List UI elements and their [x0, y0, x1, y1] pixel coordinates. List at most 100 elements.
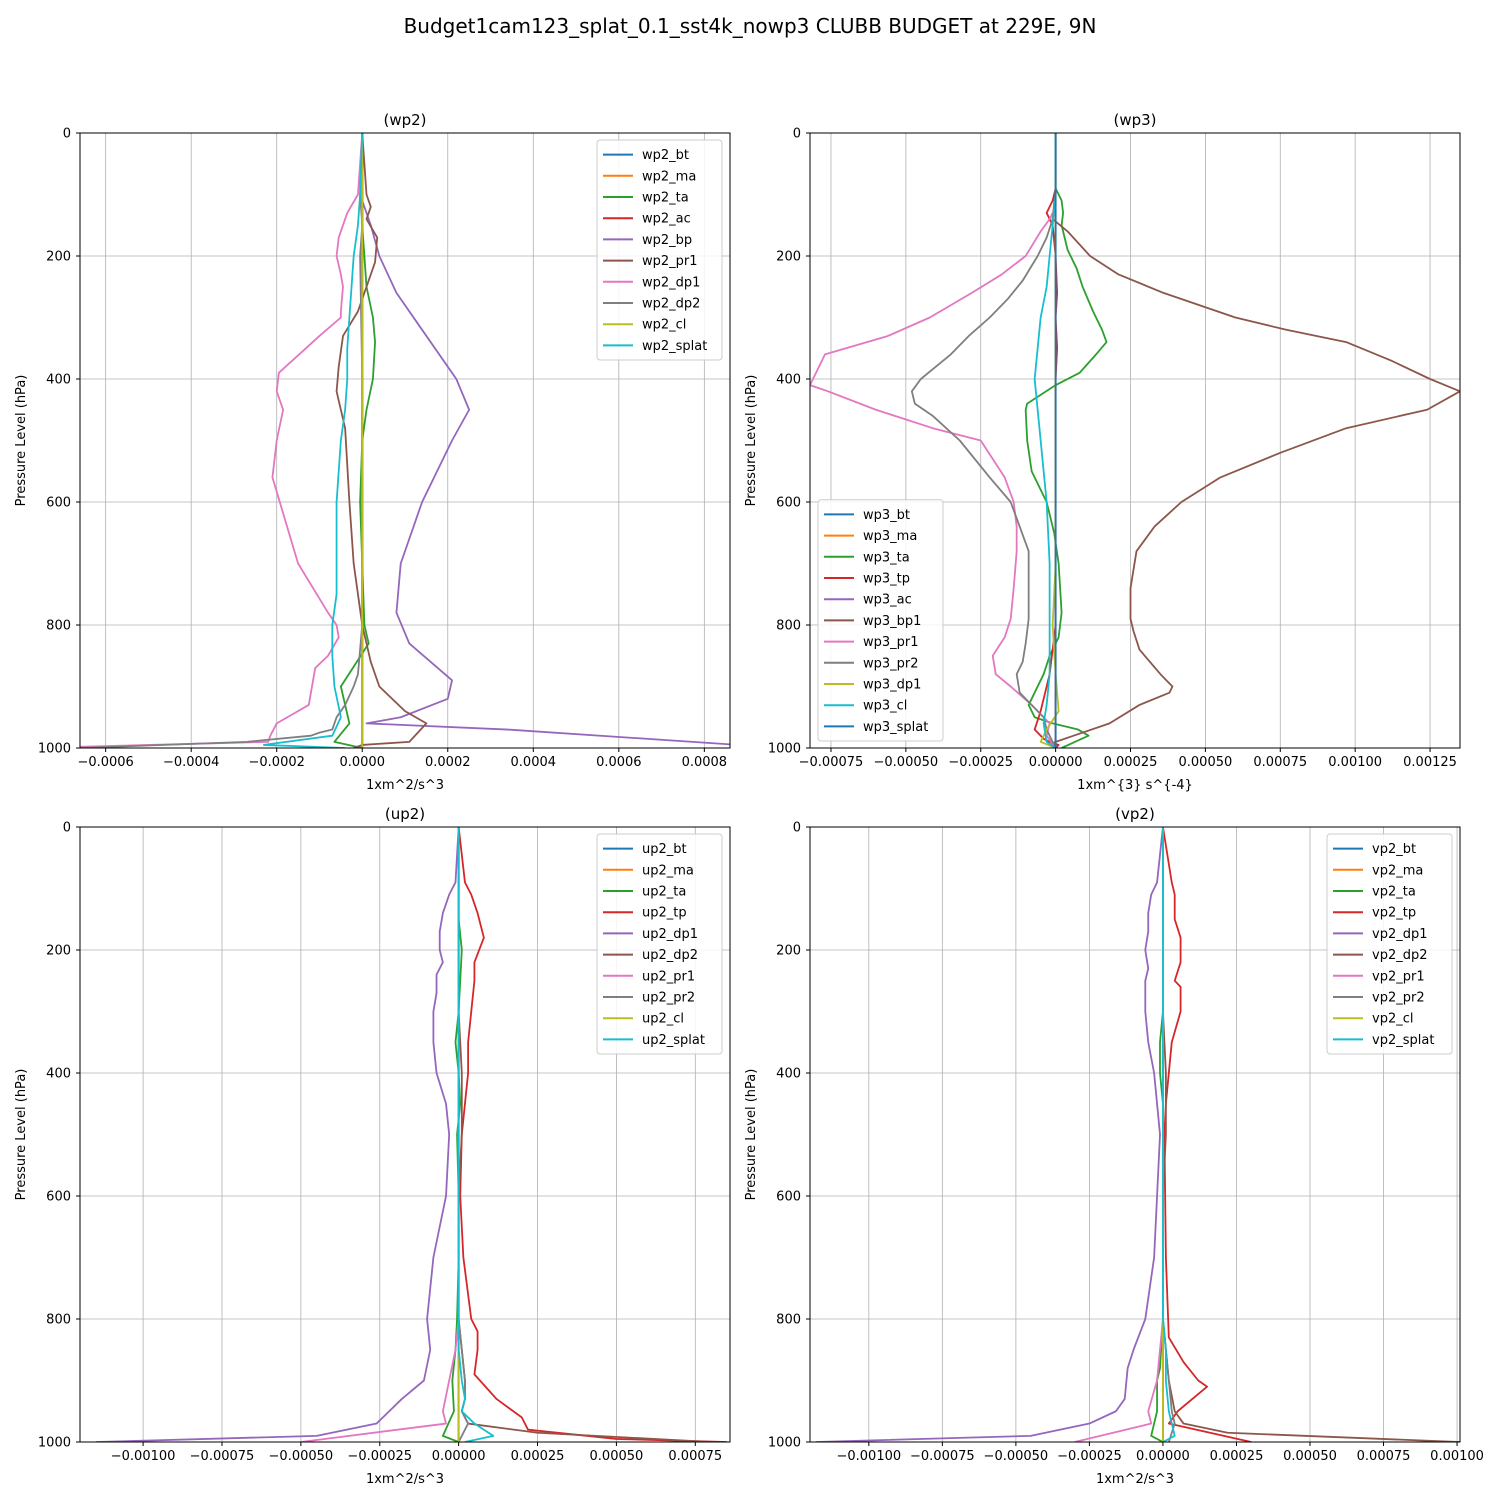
x-tick-label: 0.0000 — [339, 755, 385, 770]
series-line-up2_pr2 — [457, 827, 470, 1442]
x-tick-label: 0.00075 — [668, 1449, 722, 1464]
x-tick-label: 0.00000 — [1029, 755, 1083, 770]
legend-label-wp2_ac: wp2_ac — [642, 212, 691, 227]
x-tick-label: 0.00125 — [1403, 755, 1457, 770]
x-tick-label: −0.00025 — [347, 1449, 412, 1464]
legend-label-wp2_ma: wp2_ma — [642, 169, 696, 184]
legend-label-wp3_tp: wp3_tp — [863, 572, 910, 587]
x-tick-label: 0.0002 — [425, 755, 471, 770]
y-tick-label: 200 — [776, 250, 801, 265]
legend-label-wp3_pr1: wp3_pr1 — [863, 635, 919, 650]
panel-wp3: −0.00075 −0.00050 −0.00025 0.00000 0.00025 0.… — [744, 111, 1461, 793]
y-tick-label: 200 — [46, 250, 71, 265]
y-tick-label: 1000 — [38, 742, 71, 757]
series-line-vp2_ta — [1150, 827, 1164, 1442]
x-tick-label: 0.00000 — [1136, 1449, 1190, 1464]
x-tick-label: 0.00075 — [1357, 1449, 1411, 1464]
y-tick-label: 200 — [776, 944, 801, 959]
legend-label-vp2_pr1: vp2_pr1 — [1372, 969, 1425, 984]
series-line-vp2_pr1 — [1074, 827, 1164, 1442]
legend-label-vp2_dp2: vp2_dp2 — [1372, 948, 1428, 963]
legend-label-vp2_dp1: vp2_dp1 — [1372, 927, 1428, 942]
x-tick-label: 0.0008 — [682, 755, 728, 770]
x-tick-label: −0.00050 — [874, 755, 939, 770]
x-tick-label: −0.00050 — [269, 1449, 334, 1464]
legend-box — [596, 833, 723, 1055]
legend-box — [1326, 833, 1453, 1055]
x-tick-label: 0.0006 — [596, 755, 642, 770]
panel-title: (wp2) — [383, 111, 426, 129]
y-axis-label: Pressure Level (hPa) — [14, 1069, 29, 1201]
series-line-wp2_dp2 — [80, 133, 364, 748]
series-line-wp3_cl — [1033, 133, 1057, 748]
legend-label-up2_dp2: up2_dp2 — [642, 948, 698, 963]
legend-label-wp3_bp1: wp3_bp1 — [863, 614, 921, 629]
series-line-wp2_ta — [333, 133, 376, 748]
x-tick-label: −0.00100 — [836, 1449, 901, 1464]
legend-box — [817, 499, 944, 742]
legend-label-up2_pr1: up2_pr1 — [642, 969, 695, 984]
legend-label-wp2_ta: wp2_ta — [642, 191, 689, 206]
x-tick-label: −0.00075 — [910, 1449, 975, 1464]
legend-box — [596, 139, 723, 361]
series-line-wp2_dp1 — [80, 133, 364, 748]
y-axis-label: Pressure Level (hPa) — [14, 375, 29, 507]
x-tick-label: 0.00000 — [432, 1449, 486, 1464]
series-line-vp2_dp1 — [815, 827, 1164, 1442]
legend-label-up2_ta: up2_ta — [642, 885, 686, 900]
y-tick-label: 0 — [793, 127, 801, 142]
panel-title: (vp2) — [1115, 805, 1155, 823]
legend-label-wp3_bt: wp3_bt — [863, 508, 910, 523]
legend-label-vp2_tp: vp2_tp — [1372, 906, 1416, 921]
y-tick-label: 0 — [63, 127, 71, 142]
y-tick-label: 400 — [776, 373, 801, 388]
legend: up2_bt up2_ma up2_ta up2_tp up2_dp1 up2_dp2up… — [596, 833, 723, 1055]
legend-label-wp2_bt: wp2_bt — [642, 148, 689, 163]
legend-label-wp3_cl: wp3_cl — [863, 699, 907, 714]
axes-frame — [79, 132, 731, 749]
series-line-wp3_pr2 — [910, 133, 1057, 748]
y-tick-label: 800 — [46, 1313, 71, 1328]
y-tick-label: 400 — [46, 373, 71, 388]
series-line-vp2_splat — [1162, 827, 1176, 1442]
y-tick-label: 200 — [46, 944, 71, 959]
x-tick-label: 0.0004 — [511, 755, 557, 770]
y-tick-label: 800 — [776, 1313, 801, 1328]
legend-label-vp2_cl: vp2_cl — [1372, 1012, 1413, 1027]
y-tick-label: 800 — [776, 619, 801, 634]
panel-up2: −0.00100 −0.00075 −0.00050 −0.00025 0.00000 0… — [14, 805, 731, 1487]
axes-frame — [809, 826, 1461, 1443]
legend-label-wp2_pr1: wp2_pr1 — [642, 254, 698, 269]
x-axis-label: 1xm^2/s^3 — [366, 1472, 444, 1487]
legend-label-wp3_ma: wp3_ma — [863, 529, 917, 544]
axes-frame — [809, 132, 1461, 749]
x-tick-label: −0.00025 — [1057, 1449, 1122, 1464]
y-tick-label: 1000 — [38, 1436, 71, 1451]
legend-label-vp2_ma: vp2_ma — [1372, 863, 1423, 878]
legend-label-up2_pr2: up2_pr2 — [642, 991, 695, 1006]
x-tick-label: 0.00025 — [1104, 755, 1158, 770]
series-line-wp3_ta — [1024, 133, 1108, 748]
x-tick-label: −0.0004 — [163, 755, 219, 770]
y-tick-label: 1000 — [768, 742, 801, 757]
axes-frame — [79, 826, 731, 1443]
series-line-wp2_pr1 — [335, 133, 428, 748]
y-tick-label: 600 — [776, 496, 801, 511]
panel-title: (up2) — [385, 805, 425, 823]
x-tick-label: 0.00050 — [1179, 755, 1233, 770]
y-tick-label: 1000 — [768, 1436, 801, 1451]
legend-label-wp3_pr2: wp3_pr2 — [863, 656, 919, 671]
panel-title: (wp3) — [1113, 111, 1156, 129]
x-tick-label: −0.0006 — [77, 755, 133, 770]
figure-title: Budget1cam123_splat_0.1_sst4k_nowp3 CLUB… — [403, 14, 1097, 38]
legend-label-wp2_dp2: wp2_dp2 — [642, 297, 700, 312]
y-axis-label: Pressure Level (hPa) — [744, 375, 759, 507]
legend: wp2_bt wp2_ma wp2_ta wp2_ac wp2_bp wp2_pr1 wp2… — [596, 139, 723, 361]
legend: vp2_bt vp2_ma vp2_ta vp2_tp vp2_dp1 vp2_dp2vp… — [1326, 833, 1453, 1055]
legend-label-vp2_splat: vp2_splat — [1372, 1033, 1434, 1048]
x-tick-label: 0.00025 — [511, 1449, 565, 1464]
x-tick-label: −0.00050 — [984, 1449, 1049, 1464]
series-line-wp3_bp1 — [1048, 133, 1460, 748]
series-line-vp2_tp — [1162, 827, 1252, 1442]
x-tick-label: 0.00100 — [1328, 755, 1382, 770]
